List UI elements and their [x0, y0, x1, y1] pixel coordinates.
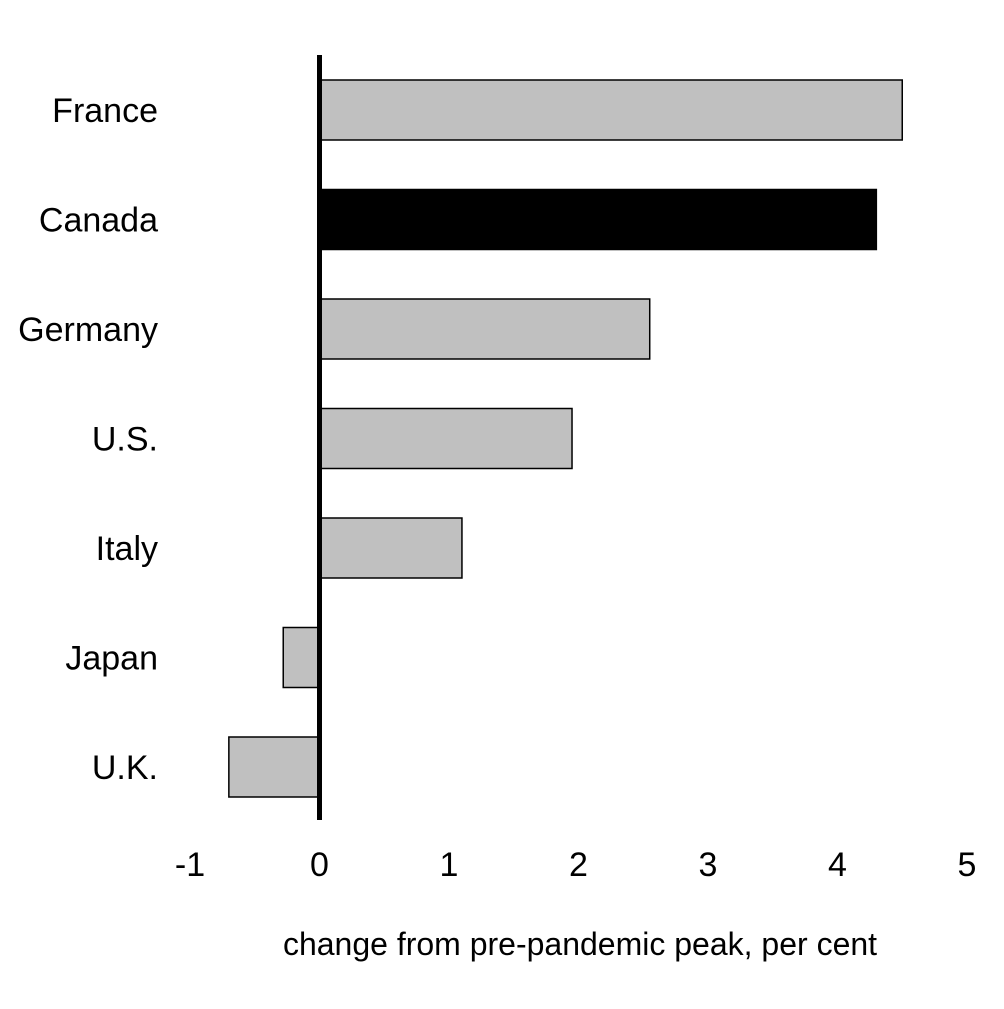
x-tick-label: -1	[175, 846, 205, 884]
x-tick-label: 0	[310, 846, 329, 884]
bar-u-s	[318, 407, 573, 470]
bars-layer	[228, 79, 903, 798]
x-tick-label: 4	[828, 846, 847, 884]
category-label: Germany	[18, 311, 158, 349]
bar-france	[318, 79, 903, 141]
bar-germany	[318, 298, 651, 360]
category-label: Italy	[96, 530, 158, 568]
bar-canada	[318, 188, 878, 251]
category-label: Canada	[39, 202, 158, 240]
category-label: U.S.	[92, 421, 158, 459]
category-label: U.K.	[92, 749, 158, 787]
x-axis-title: change from pre-pandemic peak, per cent	[283, 926, 877, 962]
bar-u-k	[228, 736, 321, 798]
x-tick-label: 3	[699, 846, 718, 884]
category-labels: France Canada Germany U.S. Italy Japan U.K.	[18, 92, 158, 787]
x-tick-labels: -1 0 1 2 3 4 5	[175, 846, 977, 884]
x-tick-label: 5	[958, 846, 977, 884]
category-label: France	[52, 92, 158, 130]
bar-italy	[318, 517, 463, 579]
x-tick-label: 1	[440, 846, 459, 884]
category-label: Japan	[65, 640, 158, 678]
x-tick-label: 2	[569, 846, 588, 884]
bar-japan	[282, 626, 321, 689]
